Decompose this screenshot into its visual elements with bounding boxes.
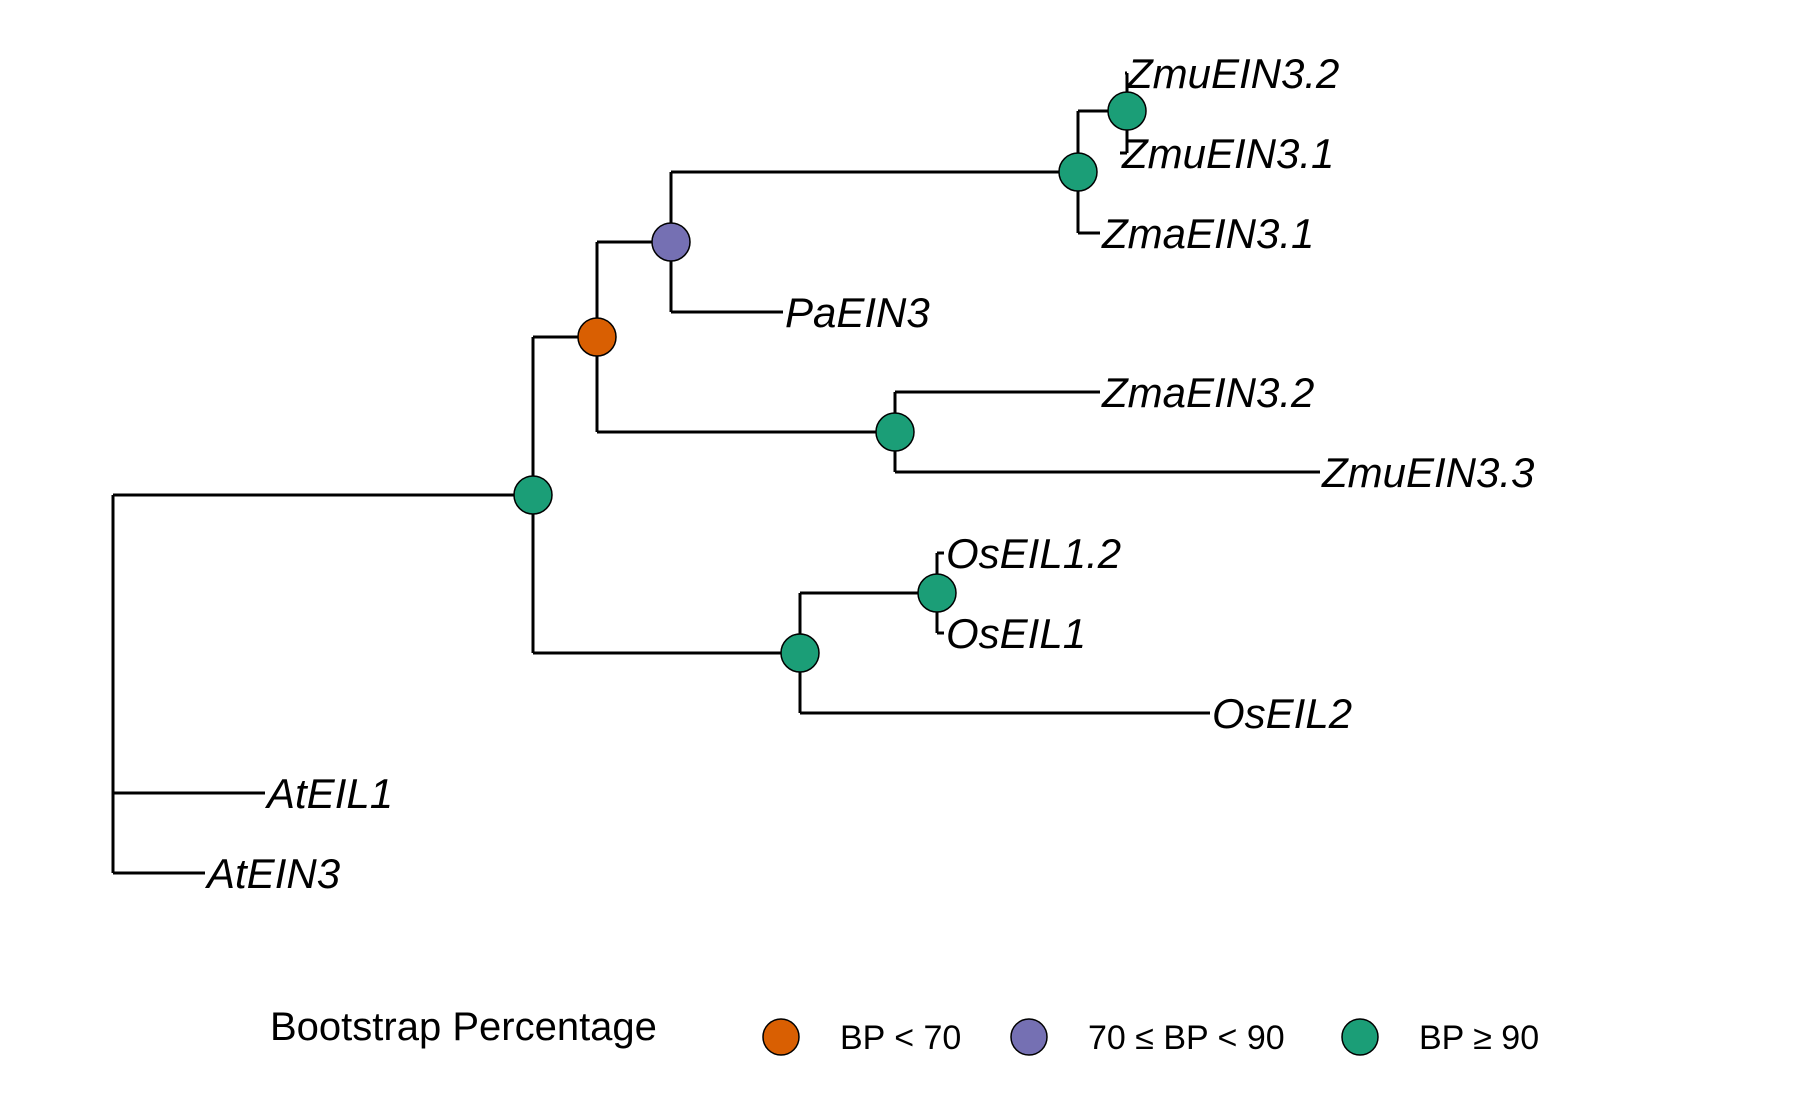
bootstrap-node-n-zm bbox=[1058, 152, 1098, 192]
tip-label-zmaein32: ZmaEIN3.2 bbox=[1101, 369, 1314, 416]
tip-label-oseil12: OsEIL1.2 bbox=[946, 530, 1121, 577]
bootstrap-node-n-os bbox=[780, 633, 820, 673]
tip-label-ateil1: AtEIL1 bbox=[264, 770, 393, 817]
tip-labels: ZmuEIN3.2 ZmuEIN3.1 ZmaEIN3.1 PaEIN3 ZmaEIN3… bbox=[204, 50, 1534, 897]
legend-label-low: BP < 70 bbox=[840, 1019, 961, 1057]
bootstrap-legend: Bootstrap Percentage BP < 70 70 ≤ BP < 9… bbox=[270, 1005, 1539, 1057]
tree-branches bbox=[111, 71, 1320, 875]
bootstrap-node-n-zmu bbox=[1107, 91, 1147, 131]
bootstrap-node-n-zma32-zmu33 bbox=[875, 412, 915, 452]
tip-label-zmaein31: ZmaEIN3.1 bbox=[1101, 210, 1314, 257]
bootstrap-node-n-zm-pa bbox=[651, 222, 691, 262]
tip-label-oseil2: OsEIL2 bbox=[1212, 690, 1352, 737]
legend-title: Bootstrap Percentage bbox=[270, 1005, 657, 1049]
bootstrap-node-n-ein3-clade bbox=[577, 317, 617, 357]
bootstrap-node-n-monocot bbox=[513, 475, 553, 515]
legend-label-high: BP ≥ 90 bbox=[1419, 1019, 1539, 1057]
tip-label-paein3: PaEIN3 bbox=[785, 289, 930, 336]
bootstrap-node-n-os1 bbox=[917, 573, 957, 613]
tip-label-atein3: AtEIN3 bbox=[204, 850, 340, 897]
tip-label-zmuein33: ZmuEIN3.3 bbox=[1321, 449, 1534, 496]
bootstrap-nodes bbox=[513, 91, 1147, 673]
legend-label-mid: 70 ≤ BP < 90 bbox=[1088, 1019, 1285, 1057]
tip-label-oseil1: OsEIL1 bbox=[946, 610, 1086, 657]
tip-label-zmuein31: ZmuEIN3.1 bbox=[1121, 130, 1334, 177]
legend-swatch-high bbox=[1341, 1018, 1379, 1056]
tip-label-zmuein32: ZmuEIN3.2 bbox=[1126, 50, 1339, 97]
legend-swatch-low bbox=[762, 1018, 800, 1056]
legend-swatch-mid bbox=[1010, 1018, 1048, 1056]
